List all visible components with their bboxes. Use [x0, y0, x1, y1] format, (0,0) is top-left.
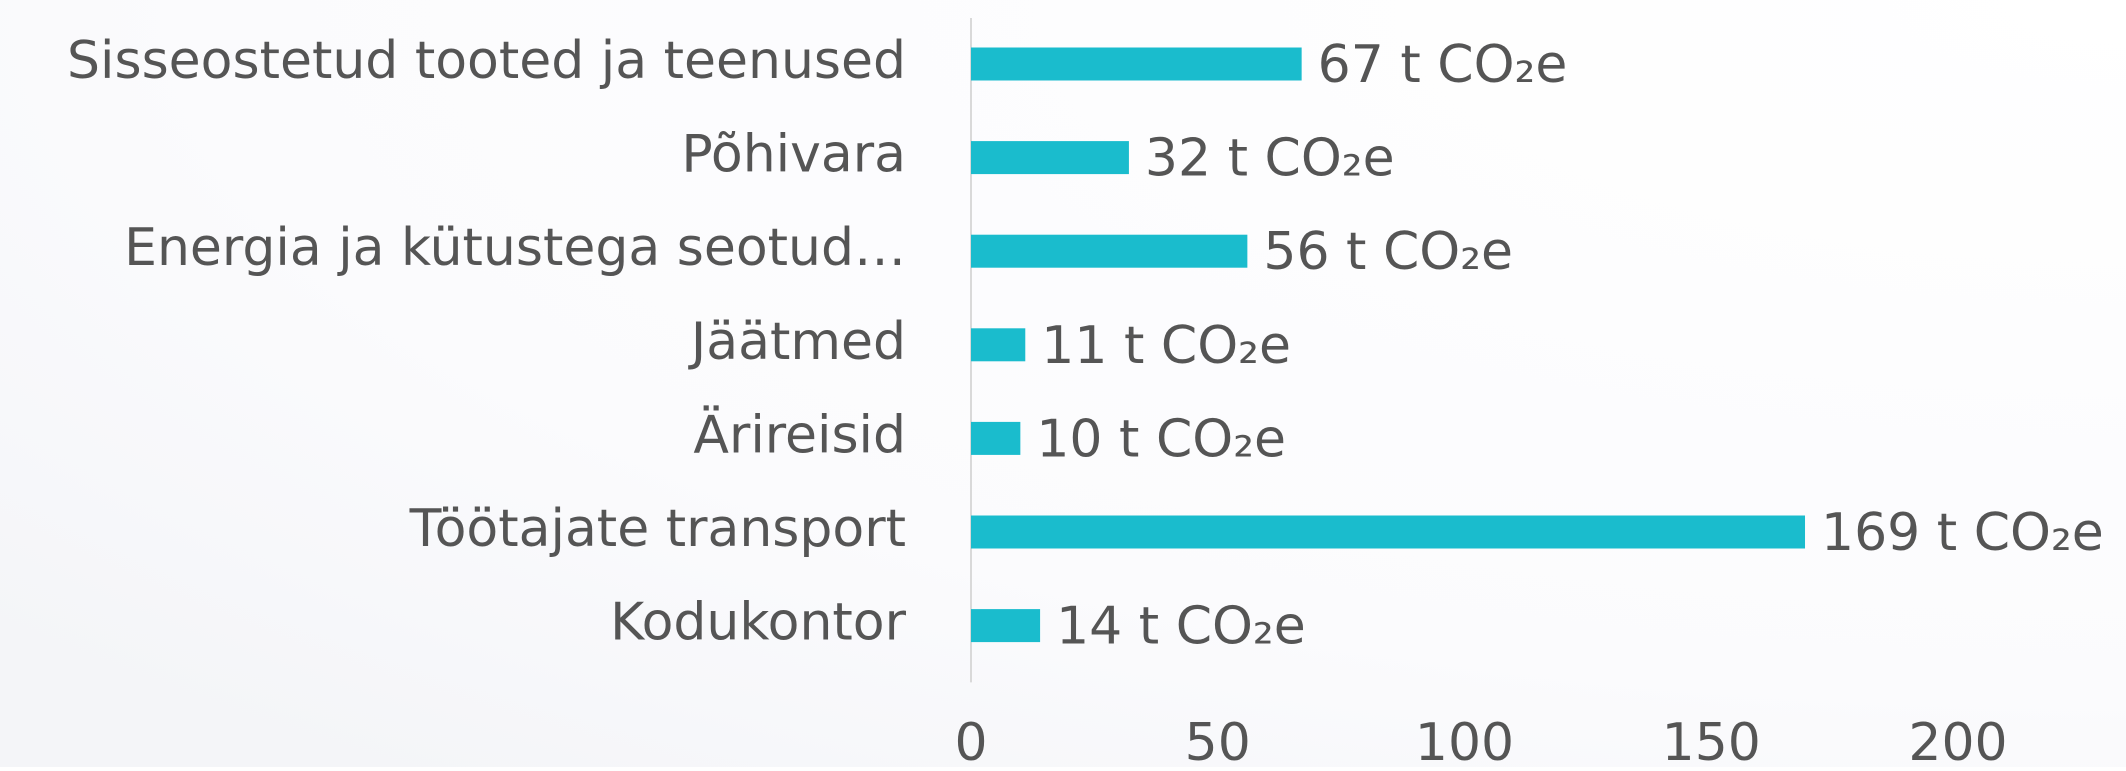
- y-tick-label: Sisseostetud tooted ja teenused: [67, 31, 906, 91]
- bar: [971, 47, 1302, 81]
- bar: [971, 515, 1806, 549]
- bar: [971, 609, 1041, 643]
- bar: [971, 234, 1248, 268]
- value-label: 32 t CO₂e: [1145, 129, 1395, 189]
- y-tick-label: Põhivara: [681, 125, 906, 185]
- bar: [971, 421, 1021, 455]
- bar: [971, 141, 1129, 175]
- value-label: 67 t CO₂e: [1318, 35, 1568, 95]
- y-tick-label: Ärireisid: [693, 404, 906, 465]
- y-tick-label: Energia ja kütustega seotud…: [124, 218, 906, 278]
- y-tick-label: Kodukontor: [610, 593, 907, 653]
- bar: [971, 328, 1026, 362]
- x-tick-label: 50: [1185, 713, 1251, 767]
- value-label: 14 t CO₂e: [1056, 597, 1306, 657]
- value-label: 11 t CO₂e: [1041, 316, 1291, 376]
- y-tick-label: Jäätmed: [688, 312, 906, 372]
- y-tick-label: Töötajate transport: [409, 499, 906, 559]
- value-label: 10 t CO₂e: [1036, 409, 1286, 469]
- value-label: 169 t CO₂e: [1821, 503, 2104, 563]
- x-tick-label: 150: [1662, 713, 1761, 767]
- x-tick-label: 200: [1908, 713, 2007, 767]
- x-tick-label: 100: [1415, 713, 1514, 767]
- x-tick-label: 0: [954, 713, 987, 767]
- value-label: 56 t CO₂e: [1263, 222, 1513, 282]
